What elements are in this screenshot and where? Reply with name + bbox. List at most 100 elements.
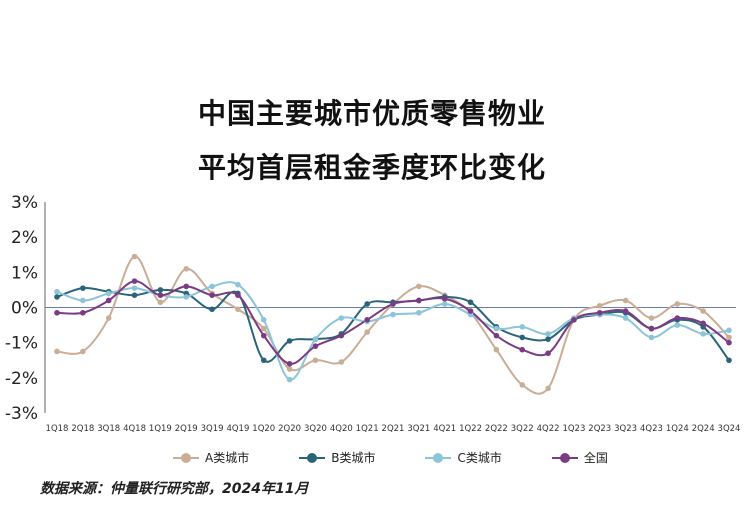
data-point <box>519 346 526 353</box>
data-point <box>545 385 551 392</box>
y-tick-label: -2% <box>5 369 38 389</box>
legend-item: A类城市 <box>173 449 249 466</box>
x-tick-label: 2Q22 <box>485 424 508 434</box>
x-tick-label: 3Q19 <box>201 424 224 434</box>
data-point <box>416 309 422 316</box>
data-point <box>545 336 551 342</box>
data-point <box>80 309 86 316</box>
data-point <box>260 317 267 323</box>
series-line-0 <box>56 255 730 395</box>
data-point <box>519 382 526 388</box>
data-point <box>235 281 241 288</box>
legend-label: A类城市 <box>205 451 250 465</box>
data-point <box>183 283 190 290</box>
x-tick-label: 2Q20 <box>278 424 301 434</box>
legend-swatch <box>551 451 578 465</box>
legend-label: B类城市 <box>331 451 376 465</box>
data-point <box>157 287 164 293</box>
x-tick-label: 1Q20 <box>252 424 275 434</box>
data-point <box>54 294 60 300</box>
data-point <box>622 315 629 321</box>
x-tick-label: 3Q24 <box>718 424 741 434</box>
data-point <box>235 292 241 298</box>
series-points <box>54 253 732 392</box>
data-point <box>571 317 577 323</box>
legend-item: B类城市 <box>299 449 375 466</box>
x-tick-label: 4Q20 <box>330 424 353 434</box>
y-tick-label: 1% <box>11 263 38 283</box>
data-point <box>519 334 526 341</box>
x-tick-label: 2Q24 <box>692 424 715 434</box>
y-tick-label: -3% <box>5 404 38 424</box>
data-point <box>364 317 370 323</box>
data-point <box>700 320 706 327</box>
data-point <box>519 324 526 330</box>
x-tick-label: 4Q21 <box>433 424 456 434</box>
x-axis-ticks: 1Q18 2Q18 3Q18 4Q18 1Q19 2Q19 3Q19 4Q19 1Q20 2Q20… <box>46 424 741 434</box>
data-point <box>596 302 603 309</box>
x-tick-label: 3Q18 <box>97 424 120 434</box>
x-tick-label: 2Q19 <box>175 424 198 434</box>
y-tick-label: 3% <box>11 193 38 213</box>
data-point <box>105 290 112 297</box>
legend-label: 全国 <box>583 451 608 465</box>
data-point <box>80 297 86 304</box>
data-point <box>674 315 681 321</box>
x-tick-label: 4Q22 <box>537 424 560 434</box>
chart-title-line-2: 平均首层租金季度环比变化 <box>197 151 546 184</box>
y-axis-ticks: 3% 2% 1% 0% -1% -2% -3% <box>5 193 38 424</box>
data-point <box>260 332 267 339</box>
data-point <box>493 346 500 353</box>
data-point <box>545 350 551 357</box>
data-point <box>312 343 319 349</box>
x-tick-label: 2Q21 <box>382 424 405 434</box>
data-point <box>467 308 474 314</box>
data-point <box>260 357 267 364</box>
series-line-2 <box>56 281 730 381</box>
data-point <box>80 285 86 291</box>
data-point <box>54 348 60 355</box>
chart-legend: A类城市 B类城市 C类城市 全国 <box>173 449 658 466</box>
x-tick-label: 1Q23 <box>562 424 585 434</box>
data-point <box>80 348 86 355</box>
data-point <box>648 334 655 341</box>
data-point <box>416 283 422 290</box>
data-point <box>312 336 319 342</box>
x-tick-label: 1Q24 <box>666 424 689 434</box>
data-point <box>338 332 345 339</box>
x-tick-label: 1Q18 <box>46 424 69 434</box>
data-point <box>260 325 267 332</box>
data-point <box>390 311 396 318</box>
data-point <box>286 366 293 372</box>
legend-label: C类城市 <box>457 451 502 465</box>
data-point <box>648 325 655 332</box>
data-point <box>54 288 60 295</box>
x-tick-label: 4Q19 <box>226 424 249 434</box>
data-point <box>286 360 293 367</box>
data-point <box>286 376 293 383</box>
x-tick-label: 1Q19 <box>149 424 172 434</box>
data-point <box>726 339 732 346</box>
data-point <box>467 299 474 306</box>
data-point <box>131 285 138 291</box>
y-tick-label: 2% <box>11 228 38 248</box>
data-point <box>441 295 448 302</box>
data-point <box>209 306 215 313</box>
data-point <box>364 329 370 335</box>
legend-swatch <box>173 451 199 465</box>
data-point <box>157 299 164 306</box>
data-point <box>209 292 215 298</box>
data-point <box>157 292 164 298</box>
data-point <box>235 306 241 313</box>
data-point <box>622 297 629 304</box>
x-tick-label: 1Q22 <box>459 424 482 434</box>
data-point <box>131 278 138 284</box>
data-point <box>545 331 551 337</box>
data-point <box>131 253 138 260</box>
data-point <box>700 331 706 337</box>
data-point <box>105 297 112 304</box>
data-point <box>338 315 345 321</box>
x-tick-label: 3Q23 <box>614 424 637 434</box>
series-lines <box>56 255 730 395</box>
